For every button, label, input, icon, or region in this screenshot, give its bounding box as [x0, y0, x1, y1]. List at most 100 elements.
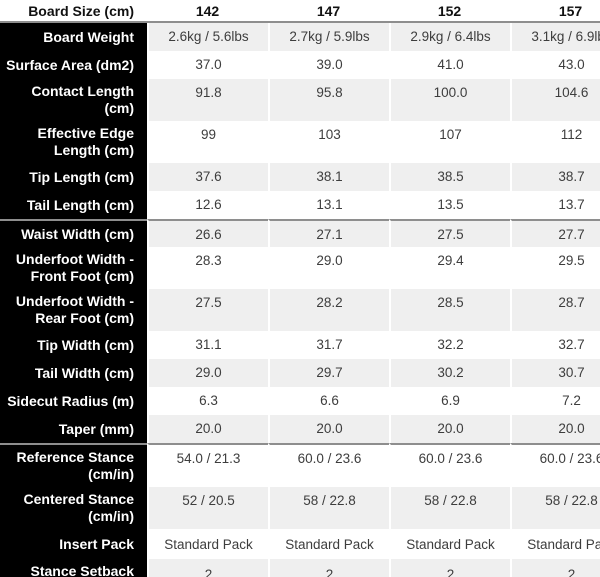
spec-row: Surface Area (dm2) 37.0 39.0 41.0 43.0 — [0, 51, 600, 79]
spec-value: 13.7 — [510, 191, 600, 219]
spec-value: 28.5 — [389, 289, 510, 331]
spec-value: 12.6 — [147, 191, 268, 219]
spec-value: 20.0 — [389, 415, 510, 443]
spec-row: Tail Width (cm) 29.0 29.7 30.2 30.7 — [0, 359, 600, 387]
spec-value: 32.2 — [389, 331, 510, 359]
spec-value: 112 — [510, 121, 600, 163]
size-column-header: 157 — [510, 0, 600, 23]
spec-value: 6.6 — [268, 387, 389, 415]
spec-value: 60.0 / 23.6 — [510, 443, 600, 487]
row-label: Tail Width (cm) — [0, 359, 147, 387]
spec-row: Effective Edge Length (cm) 99 103 107 112 — [0, 121, 600, 163]
spec-value: 29.4 — [389, 247, 510, 289]
size-column-header: 142 — [147, 0, 268, 23]
spec-value: 29.0 — [147, 359, 268, 387]
spec-value: Standard Pack — [147, 529, 268, 559]
spec-value: 29.7 — [268, 359, 389, 387]
spec-row: Tip Length (cm) 37.6 38.1 38.5 38.7 — [0, 163, 600, 191]
spec-row: Taper (mm) 20.0 20.0 20.0 20.0 — [0, 415, 600, 443]
spec-value: 38.5 — [389, 163, 510, 191]
spec-value: 2 — [510, 559, 600, 577]
spec-value: 38.1 — [268, 163, 389, 191]
spec-value: 95.8 — [268, 79, 389, 121]
spec-value: 104.6 — [510, 79, 600, 121]
spec-value: 2.6kg / 5.6lbs — [147, 23, 268, 51]
spec-value: 60.0 / 23.6 — [389, 443, 510, 487]
spec-value: 52 / 20.5 — [147, 487, 268, 529]
header-label: Board Size (cm) — [0, 0, 147, 23]
spec-value: 100.0 — [389, 79, 510, 121]
spec-value: 58 / 22.8 — [389, 487, 510, 529]
spec-value: 58 / 22.8 — [268, 487, 389, 529]
row-label: Effective Edge Length (cm) — [0, 121, 147, 163]
spec-value: 31.7 — [268, 331, 389, 359]
spec-value: 37.0 — [147, 51, 268, 79]
row-label: Surface Area (dm2) — [0, 51, 147, 79]
spec-value: 60.0 / 23.6 — [268, 443, 389, 487]
spec-value: Standard Pack — [510, 529, 600, 559]
spec-row: Board Weight 2.6kg / 5.6lbs 2.7kg / 5.9lbs… — [0, 23, 600, 51]
spec-value: 20.0 — [147, 415, 268, 443]
spec-value: 37.6 — [147, 163, 268, 191]
spec-value: 28.3 — [147, 247, 268, 289]
spec-value: 13.1 — [268, 191, 389, 219]
spec-value: 38.7 — [510, 163, 600, 191]
spec-value: 41.0 — [389, 51, 510, 79]
row-label: Tip Length (cm) — [0, 163, 147, 191]
spec-value: 31.1 — [147, 331, 268, 359]
spec-value: 3.1kg / 6.9lbs — [510, 23, 600, 51]
spec-value: 2 — [268, 559, 389, 577]
size-column-header: 147 — [268, 0, 389, 23]
spec-value: 103 — [268, 121, 389, 163]
spec-value: 54.0 / 21.3 — [147, 443, 268, 487]
row-label: Taper (mm) — [0, 415, 147, 443]
spec-value: 2 — [389, 559, 510, 577]
spec-row: Tip Width (cm) 31.1 31.7 32.2 32.7 — [0, 331, 600, 359]
spec-row: Sidecut Radius (m) 6.3 6.6 6.9 7.2 — [0, 387, 600, 415]
spec-value: 91.8 — [147, 79, 268, 121]
spec-value: 20.0 — [268, 415, 389, 443]
spec-row: Underfoot Width - Front Foot (cm) 28.3 29.… — [0, 247, 600, 289]
spec-value: 6.9 — [389, 387, 510, 415]
spec-value: 13.5 — [389, 191, 510, 219]
spec-row: Centered Stance (cm/in) 52 / 20.5 58 / 22.… — [0, 487, 600, 529]
spec-value: 29.0 — [268, 247, 389, 289]
spec-value: Standard Pack — [389, 529, 510, 559]
spec-value: 20.0 — [510, 415, 600, 443]
spec-value: 28.2 — [268, 289, 389, 331]
row-label: Waist Width (cm) — [0, 219, 147, 247]
spec-value: 26.6 — [147, 219, 268, 247]
row-label: Centered Stance (cm/in) — [0, 487, 147, 529]
spec-value: Standard Pack — [268, 529, 389, 559]
row-label: Tip Width (cm) — [0, 331, 147, 359]
spec-row: Contact Length (cm) 91.8 95.8 100.0 104.6 — [0, 79, 600, 121]
spec-value: 2.9kg / 6.4lbs — [389, 23, 510, 51]
row-label: Board Weight — [0, 23, 147, 51]
row-label: Contact Length (cm) — [0, 79, 147, 121]
spec-value: 107 — [389, 121, 510, 163]
spec-value: 28.7 — [510, 289, 600, 331]
row-label: Sidecut Radius (m) — [0, 387, 147, 415]
header-row: Board Size (cm) 142 147 152 157 — [0, 0, 600, 23]
spec-value: 30.7 — [510, 359, 600, 387]
spec-table-body: Board Weight 2.6kg / 5.6lbs 2.7kg / 5.9lbs… — [0, 23, 600, 577]
spec-value: 27.5 — [147, 289, 268, 331]
row-label: Reference Stance (cm/in) — [0, 443, 147, 487]
spec-value: 2.7kg / 5.9lbs — [268, 23, 389, 51]
spec-value: 27.1 — [268, 219, 389, 247]
spec-value: 6.3 — [147, 387, 268, 415]
spec-value: 43.0 — [510, 51, 600, 79]
size-column-header: 152 — [389, 0, 510, 23]
spec-row: Insert Pack Standard Pack Standard Pack Sta… — [0, 529, 600, 559]
spec-row: Underfoot Width - Rear Foot (cm) 27.5 28.2… — [0, 289, 600, 331]
spec-value: 58 / 22.8 — [510, 487, 600, 529]
row-label: Tail Length (cm) — [0, 191, 147, 219]
spec-value: 32.7 — [510, 331, 600, 359]
spec-value: 99 — [147, 121, 268, 163]
spec-value: 27.5 — [389, 219, 510, 247]
row-label: Stance Setback (cm) — [0, 559, 147, 577]
spec-value: 30.2 — [389, 359, 510, 387]
